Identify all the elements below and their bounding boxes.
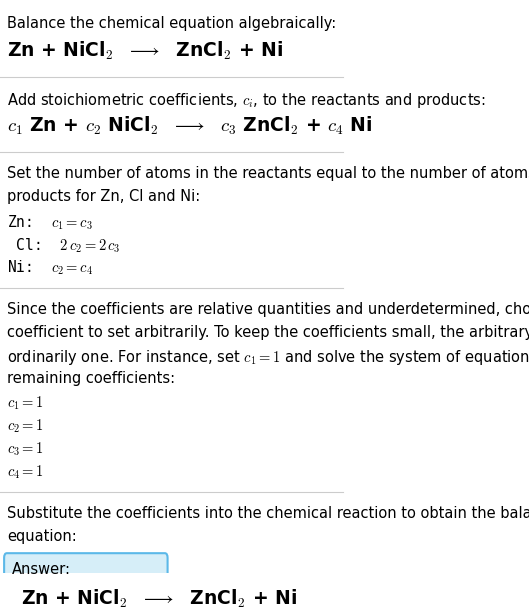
Text: $c_1 = 1$: $c_1 = 1$ xyxy=(7,395,44,412)
FancyBboxPatch shape xyxy=(4,553,168,607)
Text: Zn + NiCl$_2$  $\longrightarrow$  ZnCl$_2$ + Ni: Zn + NiCl$_2$ $\longrightarrow$ ZnCl$_2$… xyxy=(21,588,296,607)
Text: remaining coefficients:: remaining coefficients: xyxy=(7,371,175,385)
Text: Cl:  $2\,c_2 = 2\,c_3$: Cl: $2\,c_2 = 2\,c_3$ xyxy=(7,236,120,254)
Text: $c_4 = 1$: $c_4 = 1$ xyxy=(7,463,44,481)
Text: Add stoichiometric coefficients, $c_i$, to the reactants and products:: Add stoichiometric coefficients, $c_i$, … xyxy=(7,91,486,110)
Text: Substitute the coefficients into the chemical reaction to obtain the balanced: Substitute the coefficients into the che… xyxy=(7,506,529,521)
Text: Zn + NiCl$_2$  $\longrightarrow$  ZnCl$_2$ + Ni: Zn + NiCl$_2$ $\longrightarrow$ ZnCl$_2$… xyxy=(7,40,282,62)
Text: Balance the chemical equation algebraically:: Balance the chemical equation algebraica… xyxy=(7,16,336,31)
Text: Answer:: Answer: xyxy=(12,562,71,577)
Text: Zn:  $c_1 = c_3$: Zn: $c_1 = c_3$ xyxy=(7,213,93,232)
Text: Since the coefficients are relative quantities and underdetermined, choose a: Since the coefficients are relative quan… xyxy=(7,302,529,317)
Text: equation:: equation: xyxy=(7,529,77,544)
Text: Ni:  $c_2 = c_4$: Ni: $c_2 = c_4$ xyxy=(7,259,93,277)
Text: coefficient to set arbitrarily. To keep the coefficients small, the arbitrary va: coefficient to set arbitrarily. To keep … xyxy=(7,325,529,340)
Text: ordinarily one. For instance, set $c_1 = 1$ and solve the system of equations fo: ordinarily one. For instance, set $c_1 =… xyxy=(7,348,529,367)
Text: $c_3 = 1$: $c_3 = 1$ xyxy=(7,440,44,458)
Text: Set the number of atoms in the reactants equal to the number of atoms in the: Set the number of atoms in the reactants… xyxy=(7,166,529,181)
Text: products for Zn, Cl and Ni:: products for Zn, Cl and Ni: xyxy=(7,189,200,205)
Text: $c_2 = 1$: $c_2 = 1$ xyxy=(7,418,44,435)
Text: $c_1$ Zn + $c_2$ NiCl$_2$  $\longrightarrow$  $c_3$ ZnCl$_2$ + $c_4$ Ni: $c_1$ Zn + $c_2$ NiCl$_2$ $\longrightarr… xyxy=(7,115,372,137)
